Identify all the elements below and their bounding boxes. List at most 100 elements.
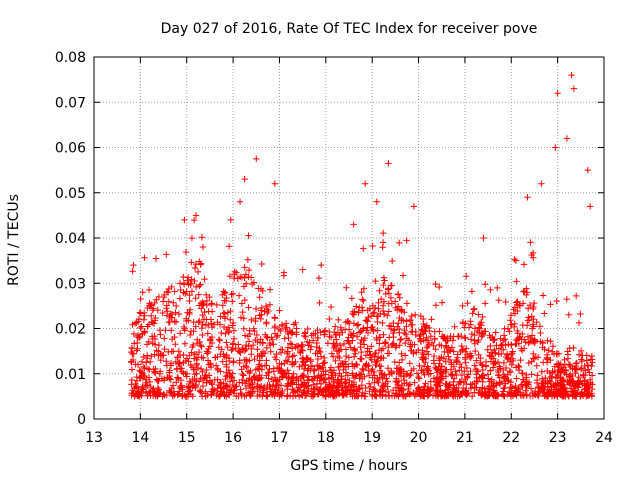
data-point: [518, 336, 525, 343]
y-tick-label: 0.01: [55, 367, 86, 383]
data-point: [468, 352, 475, 359]
data-point: [402, 339, 409, 347]
data-point: [140, 353, 147, 361]
data-point: [282, 320, 290, 327]
data-point: [389, 340, 396, 347]
data-point: [149, 306, 156, 314]
data-point: [416, 375, 423, 382]
data-point: [287, 375, 295, 382]
data-point: [316, 299, 323, 307]
data-point: [588, 385, 596, 393]
data-point: [491, 346, 498, 354]
x-tick-label: 20: [410, 430, 428, 446]
data-point: [463, 380, 470, 388]
data-point: [358, 381, 366, 389]
data-point: [511, 256, 518, 263]
data-point: [360, 297, 367, 305]
data-point: [517, 391, 524, 399]
data-point: [510, 391, 518, 398]
data-point: [332, 336, 340, 343]
data-point: [196, 317, 203, 325]
data-point: [155, 341, 163, 349]
x-tick-label: 16: [224, 430, 242, 446]
data-point: [420, 383, 428, 390]
data-point: [161, 345, 168, 353]
data-point: [233, 269, 240, 276]
data-point: [249, 341, 257, 349]
data-point: [175, 348, 183, 355]
data-point: [496, 363, 503, 370]
data-point: [374, 327, 381, 334]
data-point: [435, 392, 442, 400]
data-point: [572, 381, 579, 388]
data-point: [266, 301, 274, 308]
data-point: [528, 313, 535, 320]
data-point: [524, 194, 531, 201]
data-point: [468, 288, 476, 295]
data-point: [554, 90, 561, 97]
data-point: [145, 286, 153, 294]
data-point: [228, 346, 235, 354]
data-point: [484, 385, 492, 392]
data-point: [296, 348, 304, 356]
data-point: [327, 364, 335, 371]
data-point: [226, 272, 234, 280]
data-point: [374, 312, 382, 320]
data-point: [394, 365, 402, 372]
data-point: [327, 303, 335, 311]
data-point: [181, 340, 189, 347]
data-point: [252, 315, 259, 322]
data-point: [245, 304, 252, 311]
data-point: [418, 367, 425, 374]
data-point: [389, 329, 397, 337]
data-point: [447, 333, 454, 340]
data-point: [130, 350, 137, 357]
data-point: [304, 355, 311, 363]
data-point: [284, 385, 291, 393]
data-point: [163, 251, 170, 258]
data-point: [188, 363, 196, 371]
data-point: [537, 338, 544, 345]
data-point: [141, 254, 148, 261]
data-point: [358, 348, 365, 356]
data-point: [538, 180, 545, 187]
data-point: [584, 166, 591, 174]
data-point: [524, 317, 532, 324]
data-point: [380, 331, 387, 338]
y-tick-label: 0.05: [55, 186, 86, 202]
data-point: [475, 351, 482, 359]
data-point: [300, 388, 307, 396]
data-point: [379, 319, 386, 327]
data-point: [388, 300, 396, 307]
data-point: [290, 321, 298, 328]
data-point: [285, 353, 293, 361]
data-point: [553, 382, 560, 390]
data-point: [474, 327, 481, 335]
data-point: [369, 365, 376, 373]
data-point: [462, 345, 470, 352]
data-point: [508, 351, 515, 358]
data-point: [494, 284, 501, 292]
data-point: [467, 381, 474, 388]
data-point: [237, 389, 244, 397]
data-point: [409, 328, 416, 335]
data-point: [273, 381, 281, 389]
data-point: [231, 387, 238, 394]
data-point: [242, 280, 250, 287]
data-point: [220, 380, 227, 387]
data-point: [538, 368, 546, 375]
data-point: [173, 378, 180, 386]
data-point: [556, 361, 563, 369]
data-point: [195, 291, 202, 298]
data-point: [262, 302, 270, 310]
data-point: [428, 316, 435, 323]
data-point: [530, 350, 537, 358]
data-point: [496, 379, 503, 387]
data-point: [531, 387, 539, 395]
data-point: [433, 374, 441, 381]
data-point: [276, 376, 283, 383]
data-point: [359, 296, 366, 303]
data-point: [484, 371, 492, 378]
data-point: [422, 336, 430, 344]
data-point: [314, 355, 322, 363]
